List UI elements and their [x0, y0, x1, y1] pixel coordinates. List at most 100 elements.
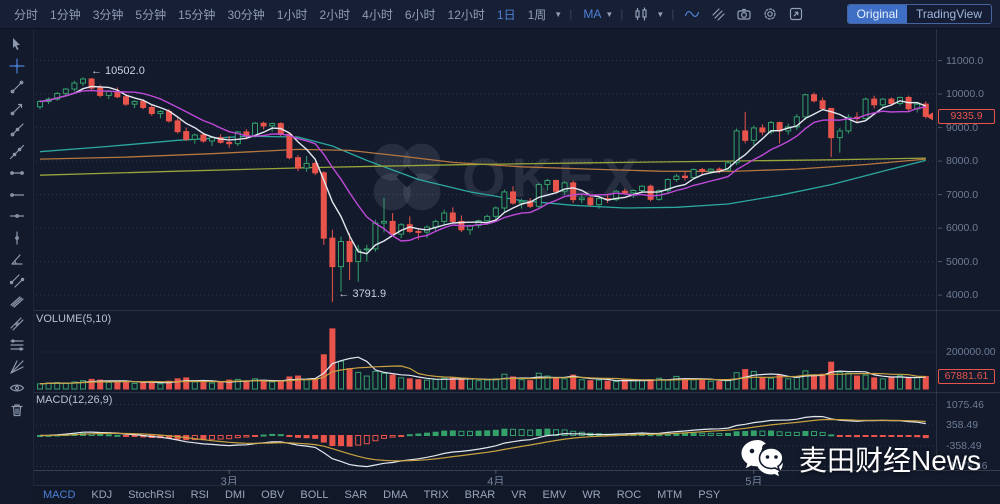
- trend-line-icon[interactable]: [8, 79, 26, 95]
- vertical-line-icon[interactable]: [8, 230, 26, 246]
- ma-indicator-button[interactable]: MA: [583, 7, 602, 21]
- macd-pane-divider: [33, 392, 1000, 393]
- indicator-tab-OBV[interactable]: OBV: [261, 489, 285, 501]
- trash-icon[interactable]: [8, 402, 26, 418]
- arrow-line-icon[interactable]: [8, 101, 26, 117]
- indicator-tab-TRIX[interactable]: TRIX: [423, 489, 449, 501]
- fib-retracement-icon[interactable]: [8, 337, 26, 353]
- indicator-tab-PSY[interactable]: PSY: [698, 489, 721, 501]
- fullscreen-icon[interactable]: [783, 4, 809, 24]
- timeframe-row: 分时 1分钟 3分钟 5分钟 15分钟 30分钟 1小时 2小时 4小时 6小时 12小时 1日 1周: [8, 6, 552, 23]
- okex-watermark: OKEX: [368, 138, 645, 216]
- volume-axis-label: 200000.00: [946, 346, 996, 358]
- indicator-tabs-bar: MACD KDJ StochRSI RSI DMI OBV BOLL SAR DMA TRIX BR…: [33, 485, 1000, 504]
- macd-axis-value: -358.49: [946, 439, 982, 452]
- extended-line-icon[interactable]: [8, 144, 26, 160]
- cursor-icon[interactable]: [8, 36, 26, 52]
- indicator-tab-MACD[interactable]: MACD: [43, 489, 76, 501]
- price-axis-value: 8000.0: [946, 155, 979, 168]
- timeframe-1分钟[interactable]: 1分钟: [50, 7, 81, 22]
- price-axis-value: 10000.0: [946, 88, 984, 101]
- price-axis-value: 5000.0: [946, 255, 979, 268]
- indicator-tab-SAR[interactable]: SAR: [344, 489, 368, 501]
- gann-fan-icon[interactable]: [8, 359, 26, 375]
- macd-pane-label: MACD(12,26,9): [36, 394, 113, 406]
- timeframe-12小时[interactable]: 12小时: [447, 7, 485, 22]
- indicator-tab-StochRSI[interactable]: StochRSI: [128, 489, 175, 501]
- horizontal-segment-icon[interactable]: [8, 165, 26, 181]
- indicator-tab-BRAR[interactable]: BRAR: [464, 489, 496, 501]
- original-mode-button[interactable]: Original: [847, 5, 907, 23]
- camera-icon[interactable]: [731, 4, 757, 24]
- last-volume-tag: 67881.61: [938, 369, 995, 385]
- price-axis-value: 9000.0: [946, 121, 979, 134]
- timeframe-1日[interactable]: 1日: [496, 7, 516, 22]
- chart-type-candle-icon[interactable]: [628, 4, 654, 24]
- last-price-tag: 9335.9: [938, 109, 995, 125]
- timeframe-30分钟[interactable]: 30分钟: [227, 7, 265, 22]
- high-price-annotation: ← 10502.0: [91, 65, 145, 78]
- toolbar-divider: |: [569, 7, 573, 21]
- settings-icon[interactable]: [757, 4, 783, 24]
- indicator-tab-DMI[interactable]: DMI: [224, 489, 246, 501]
- toolbar-divider: |: [620, 7, 624, 21]
- compare-icon[interactable]: [705, 4, 731, 24]
- chart-type-caret[interactable]: ▼: [656, 9, 665, 19]
- indicator-tab-VR[interactable]: VR: [511, 489, 527, 501]
- toolbar-icons: ▼ |: [628, 4, 809, 24]
- volume-pane-label: VOLUME(5,10): [36, 313, 112, 325]
- regression-channel-icon[interactable]: [8, 316, 26, 332]
- drawing-tools-sidebar: [0, 28, 34, 504]
- wechat-icon: [741, 440, 784, 477]
- timeframe-15分钟[interactable]: 15分钟: [178, 7, 216, 22]
- footer-brand-text: 麦田财经News: [799, 445, 982, 476]
- timeframe-1小时[interactable]: 1小时: [276, 7, 308, 22]
- low-price-annotation: ← 3791.9: [338, 288, 387, 301]
- indicator-tab-ROC[interactable]: ROC: [616, 489, 642, 501]
- parallel-channel-icon[interactable]: [8, 273, 26, 289]
- macd-axis-value: 1075.46: [946, 398, 984, 411]
- indicator-tab-RSI[interactable]: RSI: [190, 489, 209, 501]
- timeframe-4小时[interactable]: 4小时: [362, 7, 393, 22]
- price-axis-value: 7000.0: [946, 188, 979, 201]
- price-axis-value: 4000.0: [946, 289, 979, 302]
- ray-line-icon[interactable]: [8, 122, 26, 138]
- indicator-tab-BOLL[interactable]: BOLL: [300, 489, 329, 501]
- flat-channel-icon[interactable]: [8, 294, 26, 310]
- price-axis-value: 11000.0: [946, 54, 984, 67]
- timeframe-2小时[interactable]: 2小时: [319, 7, 351, 22]
- timeframe-dropdown-caret[interactable]: ▼: [554, 9, 563, 19]
- indicator-tab-KDJ[interactable]: KDJ: [91, 489, 113, 501]
- time-axis-border[interactable]: [0, 470, 1000, 471]
- price-line-icon[interactable]: [8, 208, 26, 224]
- top-toolbar: 分时 1分钟 3分钟 5分钟 15分钟 30分钟 1小时 2小时 4小时 6小时 12小时 1日 1周 …: [0, 0, 1000, 29]
- eye-icon[interactable]: [8, 380, 26, 396]
- crosshair-icon[interactable]: [8, 57, 26, 74]
- timeframe-分时[interactable]: 分时: [14, 7, 39, 22]
- timeframe-6小时[interactable]: 6小时: [404, 7, 436, 22]
- macd-axis-value: -1075.46: [946, 460, 988, 473]
- indicator-tab-MTM[interactable]: MTM: [657, 489, 683, 501]
- okex-logo-icon: [373, 143, 441, 211]
- ma-dropdown-caret[interactable]: ▼: [605, 9, 614, 19]
- timeframe-3分钟[interactable]: 3分钟: [92, 7, 124, 22]
- timeframe-5分钟[interactable]: 5分钟: [135, 7, 167, 22]
- indicator-tab-EMV[interactable]: EMV: [542, 489, 567, 501]
- tradingview-mode-button[interactable]: TradingView: [906, 5, 991, 23]
- price-axis-border[interactable]: [936, 28, 937, 470]
- footer-brand-watermark: 麦田财经News: [740, 438, 981, 480]
- okex-watermark-text: OKEX: [462, 145, 645, 209]
- volume-pane-divider: [33, 310, 1000, 311]
- timeframe-1周[interactable]: 1周: [527, 7, 547, 22]
- wave-icon[interactable]: [679, 4, 705, 24]
- angle-line-icon[interactable]: [8, 251, 26, 267]
- price-axis-value: 6000.0: [946, 222, 979, 235]
- toolbar-divider: |: [671, 7, 675, 21]
- macd-axis-value: 358.49: [946, 419, 979, 432]
- indicator-tab-WR[interactable]: WR: [582, 489, 601, 501]
- indicator-tab-DMA[interactable]: DMA: [383, 489, 408, 501]
- horizontal-ray-icon[interactable]: [8, 187, 26, 203]
- chart-mode-switch: Original TradingView: [846, 4, 992, 24]
